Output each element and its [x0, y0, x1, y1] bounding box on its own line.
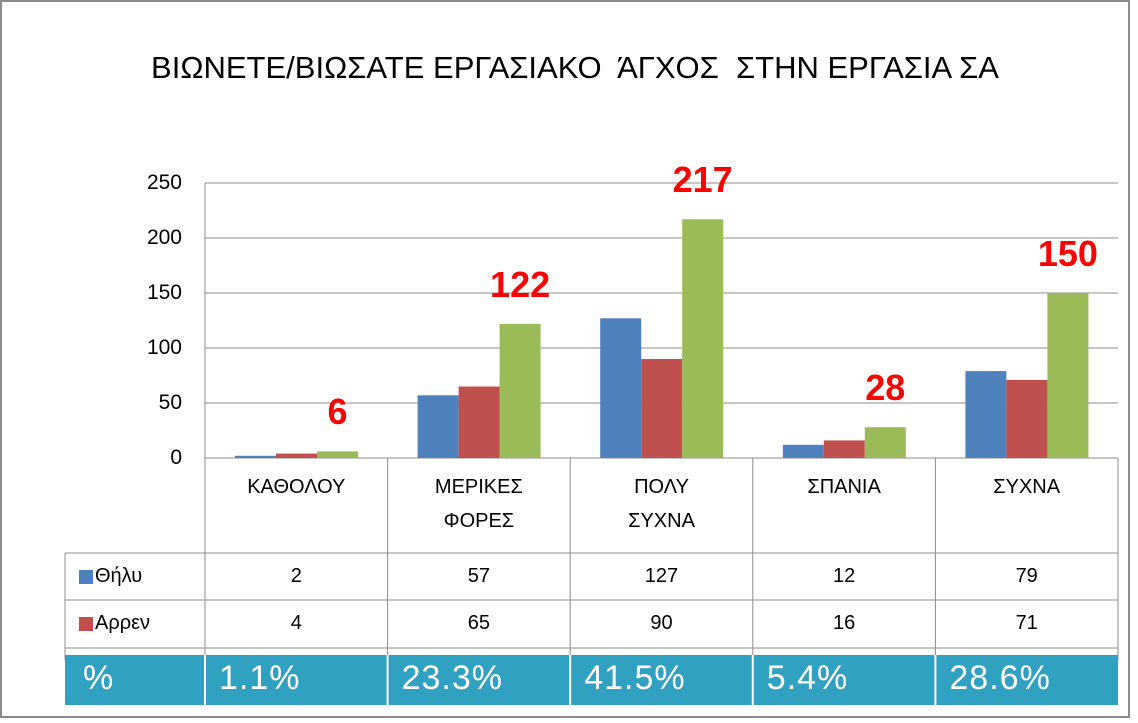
- bar: [965, 371, 1007, 458]
- table-cell: 16: [832, 612, 856, 634]
- percent-cell: 28.6%: [949, 659, 1051, 697]
- y-tick-label: 200: [146, 226, 182, 249]
- table-cell: 65: [467, 612, 491, 634]
- data-label: 28: [865, 367, 906, 409]
- y-tick-label: 250: [146, 171, 182, 194]
- table-cell: 4: [290, 612, 302, 634]
- table-cell: 79: [1015, 565, 1038, 587]
- bar: [600, 318, 642, 458]
- data-label: 6: [327, 391, 348, 433]
- bar: [682, 219, 724, 458]
- percent-cell: 23.3%: [401, 659, 503, 697]
- percent-cell: 41.5%: [584, 659, 686, 697]
- x-tick-label: ΣΥΧΝΑ: [993, 476, 1061, 498]
- y-tick-label: 0: [170, 446, 182, 469]
- x-tick-label: ΣΠΑΝΙΑ: [807, 476, 881, 498]
- percent-label: %: [83, 659, 114, 697]
- legend-key: [79, 617, 93, 631]
- bar: [1047, 293, 1089, 458]
- table-cell: 57: [467, 565, 491, 587]
- y-tick-label: 50: [158, 391, 182, 414]
- data-label: 150: [1037, 233, 1098, 274]
- data-label: 122: [490, 263, 551, 305]
- bar: [823, 440, 865, 458]
- bar: [458, 386, 500, 458]
- bar: [1006, 379, 1048, 458]
- bar: [641, 359, 683, 458]
- x-tick-label: ΠΟΛΥ ΣΥΧΝΑ: [628, 476, 695, 532]
- bar: [499, 323, 541, 458]
- y-tick-label: 150: [146, 281, 182, 304]
- percent-cell: 1.1%: [219, 659, 301, 697]
- table-cell: 2: [290, 565, 302, 587]
- percent-strip: [65, 655, 1118, 705]
- legend-label: Θήλυ: [95, 565, 143, 587]
- legend-label: Αρρεν: [95, 612, 151, 634]
- bar: [782, 444, 824, 458]
- table-cell: 127: [644, 565, 679, 587]
- percent-cell: 5.4%: [766, 659, 849, 697]
- y-tick-label: 100: [146, 336, 182, 359]
- table-cell: 12: [832, 565, 856, 587]
- bar: [235, 455, 276, 458]
- bar: [417, 395, 459, 458]
- legend-key: [79, 570, 93, 584]
- table-cell: 90: [650, 612, 673, 634]
- table-cell: 71: [1015, 612, 1038, 634]
- bar: [317, 451, 358, 458]
- x-tick-label: ΚΑΘΟΛΟΥ: [247, 476, 346, 498]
- x-tick-label: ΜΕΡΙΚΕΣ ΦΟΡΕΣ: [434, 476, 523, 532]
- bar: [864, 427, 906, 458]
- bar: [276, 453, 317, 458]
- data-label: 217: [672, 159, 733, 201]
- chart-title: ΒΙΩΝΕΤΕ/ΒΙΩΣΑΤΕ ΕΡΓΑΣΙΑΚΟ ΆΓΧΟΣ ΣΤΗΝ ΕΡΓ…: [151, 50, 999, 85]
